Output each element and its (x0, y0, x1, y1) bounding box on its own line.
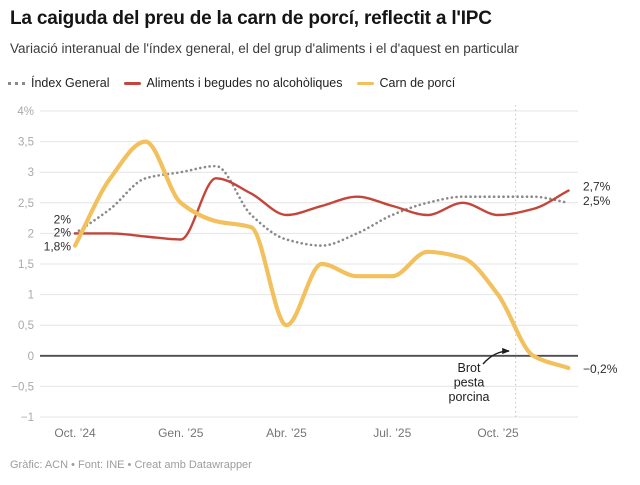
series-start-value-label-index-general: 2% (54, 212, 72, 226)
y-tick-label: 3,5 (18, 137, 34, 149)
x-tick-label: Oct. ’24 (54, 426, 96, 440)
series-start-value-label-carn-de-porci: 1,8% (44, 240, 72, 254)
legend-label: Aliments i begudes no alcohòliques (146, 76, 343, 90)
legend-swatch-dotted-line-icon (8, 81, 25, 85)
legend-item-carn-de-porci: Carn de porcí (356, 76, 456, 90)
y-tick-label: −1 (21, 412, 34, 424)
y-tick-label: −0,5 (11, 381, 34, 393)
annotation-arrow (482, 347, 510, 365)
series-end-value-label-aliments: 2,7% (583, 180, 611, 194)
y-tick-label: 3 (28, 167, 34, 179)
x-tick-label: Oct. ’25 (477, 426, 519, 440)
x-tick-label: Jul. ’25 (373, 426, 411, 440)
x-tick-label: Gen. ’25 (158, 426, 204, 440)
chart-subtitle: Variació interanual de l'índex general, … (10, 41, 519, 56)
x-tick-label: Abr. ’25 (266, 426, 307, 440)
series-end-value-label-index-general: 2,5% (583, 194, 611, 208)
series-start-value-label-aliments: 2% (54, 225, 72, 239)
y-tick-label: 0 (28, 351, 34, 363)
legend: Índex General Aliments i begudes no alcoh… (8, 76, 455, 90)
y-tick-label: 1,5 (18, 259, 34, 271)
legend-item-index-general: Índex General (8, 76, 110, 90)
chart-title: La caiguda del preu de la carn de porcí,… (10, 8, 492, 29)
annotation-text-line: Brot (458, 361, 481, 375)
y-tick-label: 2,5 (18, 198, 34, 210)
legend-swatch-line-icon (356, 81, 374, 85)
legend-swatch-line-icon (123, 81, 141, 85)
y-tick-label: 0,5 (18, 320, 34, 332)
legend-item-aliments: Aliments i begudes no alcohòliques (123, 76, 343, 90)
series-end-value-label-carn-de-porci: −0,2% (583, 362, 618, 376)
y-tick-label: 4% (17, 106, 34, 118)
y-tick-label: 2 (28, 228, 34, 240)
chart-footer: Gràfic: ACN • Font: INE • Creat amb Data… (10, 459, 252, 471)
annotation-text-line: pesta (454, 376, 485, 390)
legend-label: Carn de porcí (379, 76, 456, 90)
legend-label: Índex General (31, 76, 110, 90)
y-tick-label: 1 (28, 290, 34, 302)
series-line-aliments (73, 177, 570, 241)
series-line-carn-de-porci (72, 139, 571, 371)
annotation-text-line: porcina (449, 390, 490, 404)
